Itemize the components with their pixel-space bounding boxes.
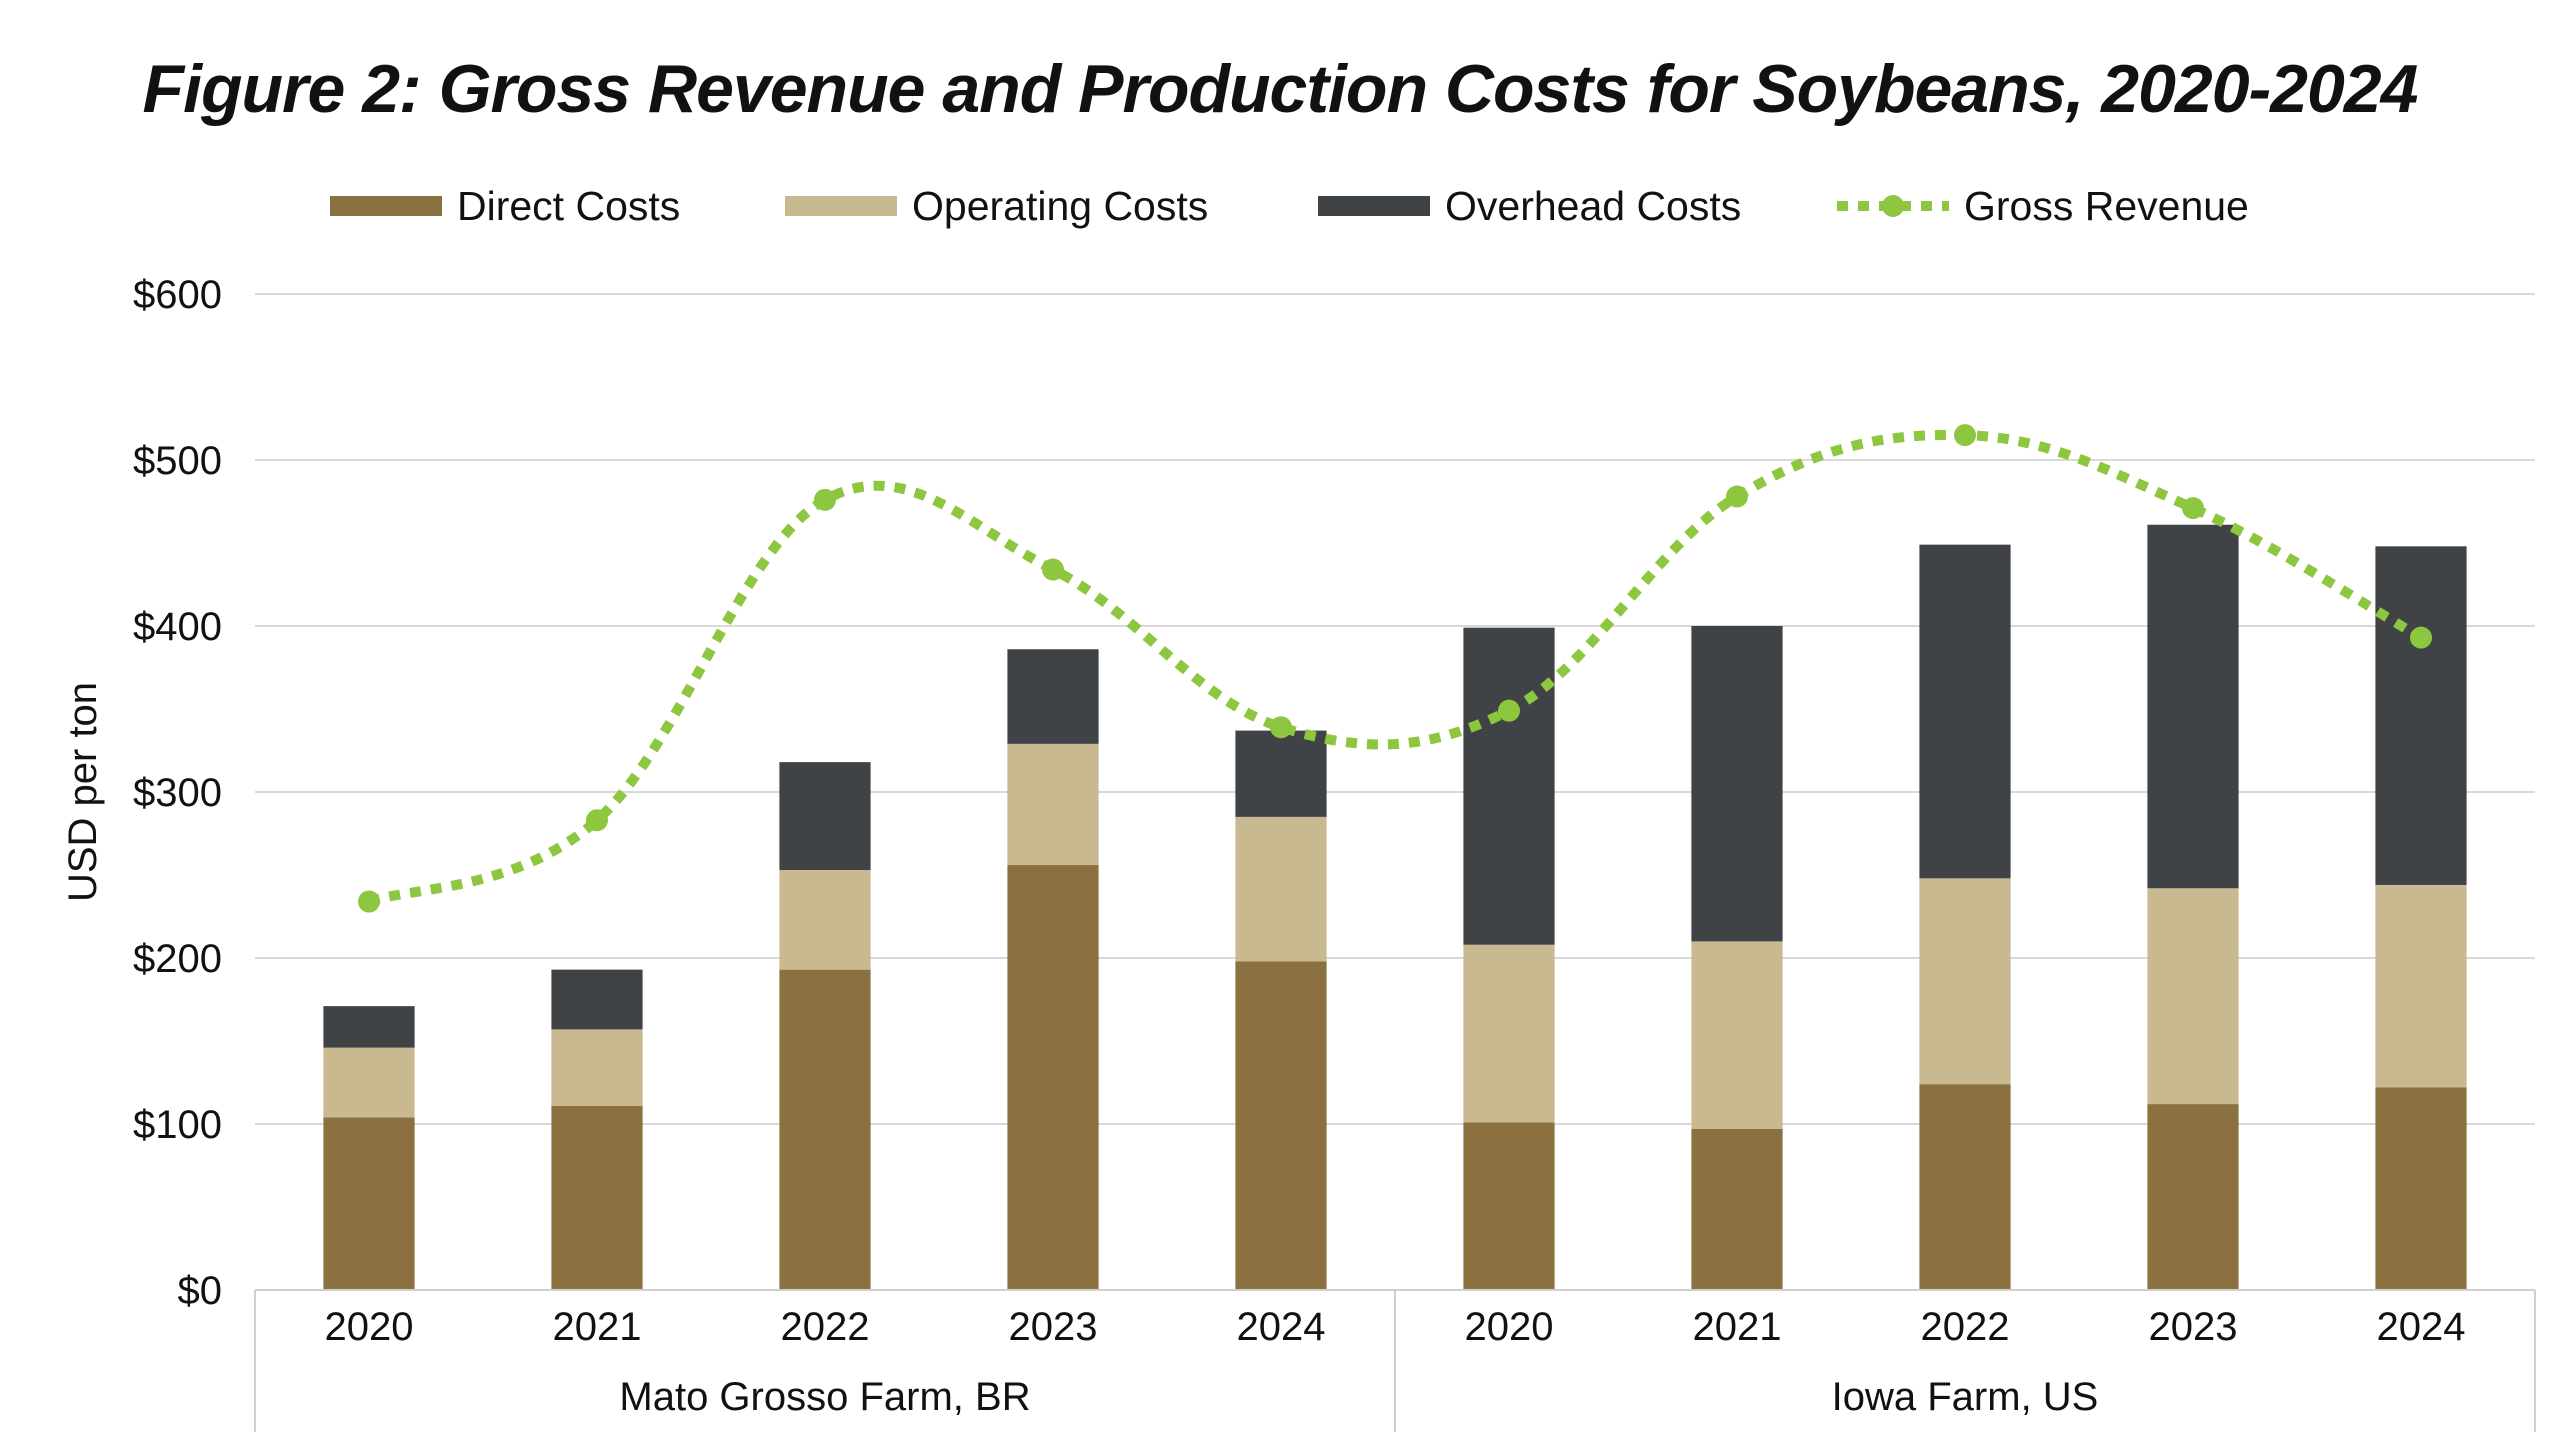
bar-overhead-costs xyxy=(323,1006,415,1048)
bar-operating-costs xyxy=(551,1029,643,1106)
bar-direct-costs xyxy=(779,969,871,1290)
y-tick-label: $600 xyxy=(133,273,222,317)
bar-overhead-costs xyxy=(1235,730,1327,817)
x-tick-label: 2023 xyxy=(1009,1305,1098,1349)
legend-swatch xyxy=(785,196,897,216)
gross-revenue-point xyxy=(358,890,380,913)
legend-label: Operating Costs xyxy=(912,183,1208,229)
bar-operating-costs xyxy=(1463,944,1555,1123)
bar-direct-costs xyxy=(551,1105,643,1290)
bar-overhead-costs xyxy=(779,762,871,871)
gross-revenue-point xyxy=(1726,485,1748,508)
bar-overhead-costs xyxy=(1007,649,1099,744)
bars xyxy=(323,524,2467,1290)
bar-operating-costs xyxy=(1919,878,2011,1085)
bar-direct-costs xyxy=(2375,1087,2467,1290)
bar-operating-costs xyxy=(323,1047,415,1118)
legend-item-direct-costs: Direct Costs xyxy=(330,183,680,229)
legend-item-overhead-costs: Overhead Costs xyxy=(1318,183,1741,229)
x-tick-label: 2021 xyxy=(553,1305,642,1349)
bar-operating-costs xyxy=(1691,941,1783,1129)
y-axis-ticks: $0 $100 $200 $300 $400 $500 $600 xyxy=(133,273,222,1313)
bar-operating-costs xyxy=(2147,888,2239,1105)
legend-item-operating-costs: Operating Costs xyxy=(785,183,1208,229)
y-tick-label: $500 xyxy=(133,439,222,483)
chart-title: Figure 2: Gross Revenue and Production C… xyxy=(143,51,2418,127)
legend-marker xyxy=(1882,195,1904,217)
gross-revenue-point xyxy=(814,488,836,511)
y-tick-label: $400 xyxy=(133,605,222,649)
group-label: Iowa Farm, US xyxy=(1832,1375,2099,1419)
y-tick-label: $300 xyxy=(133,771,222,815)
gross-revenue-point xyxy=(1954,424,1976,447)
gross-revenue-point xyxy=(1042,558,1064,581)
x-tick-label: 2023 xyxy=(2149,1305,2238,1349)
bar-overhead-costs xyxy=(551,969,643,1030)
y-tick-label: $200 xyxy=(133,937,222,981)
gross-revenue-point xyxy=(586,809,608,832)
x-tick-label: 2020 xyxy=(1465,1305,1554,1349)
gross-revenue-line xyxy=(367,429,2424,907)
bar-direct-costs xyxy=(2147,1104,2239,1290)
legend-label: Gross Revenue xyxy=(1964,183,2249,229)
legend-swatch xyxy=(1318,196,1430,216)
bar-operating-costs xyxy=(1007,743,1099,866)
bar-direct-costs xyxy=(1235,961,1327,1290)
bar-direct-costs xyxy=(323,1117,415,1290)
x-tick-label: 2024 xyxy=(1237,1305,1326,1349)
bar-direct-costs xyxy=(1007,865,1099,1290)
bar-overhead-costs xyxy=(1691,626,1783,942)
group-label: Mato Grosso Farm, BR xyxy=(619,1375,1030,1419)
bar-operating-costs xyxy=(2375,884,2467,1088)
y-axis-label: USD per ton xyxy=(61,682,105,902)
x-tick-label: 2024 xyxy=(2377,1305,2466,1349)
x-axis: 2020 2021 2022 2023 2024 Mato Grosso Farm, BR… xyxy=(254,1289,2536,1432)
revenue-line xyxy=(358,424,2432,913)
x-tick-label: 2022 xyxy=(781,1305,870,1349)
bar-direct-costs xyxy=(1919,1084,2011,1290)
bar-overhead-costs xyxy=(1463,627,1555,945)
bar-overhead-costs xyxy=(2147,524,2239,889)
legend-item-gross-revenue: Gross Revenue xyxy=(1837,183,2249,229)
gross-revenue-point xyxy=(2182,497,2204,520)
gross-revenue-point xyxy=(2410,626,2432,649)
y-tick-label: $0 xyxy=(178,1269,223,1313)
legend-label: Overhead Costs xyxy=(1445,183,1741,229)
x-tick-label: 2020 xyxy=(325,1305,414,1349)
bar-direct-costs xyxy=(1691,1128,1783,1290)
x-tick-label: 2021 xyxy=(1693,1305,1782,1349)
bar-operating-costs xyxy=(1235,816,1327,962)
legend-swatch xyxy=(330,196,442,216)
legend-label: Direct Costs xyxy=(457,183,680,229)
y-tick-label: $100 xyxy=(133,1103,222,1147)
bar-direct-costs xyxy=(1463,1122,1555,1290)
x-tick-label: 2022 xyxy=(1921,1305,2010,1349)
bar-overhead-costs xyxy=(1919,544,2011,879)
bar-overhead-costs xyxy=(2375,546,2467,885)
legend: Direct Costs Operating Costs Overhead Cost… xyxy=(330,183,2249,229)
gross-revenue-point xyxy=(1498,699,1520,722)
bar-operating-costs xyxy=(779,870,871,970)
gross-revenue-point xyxy=(1270,716,1292,739)
